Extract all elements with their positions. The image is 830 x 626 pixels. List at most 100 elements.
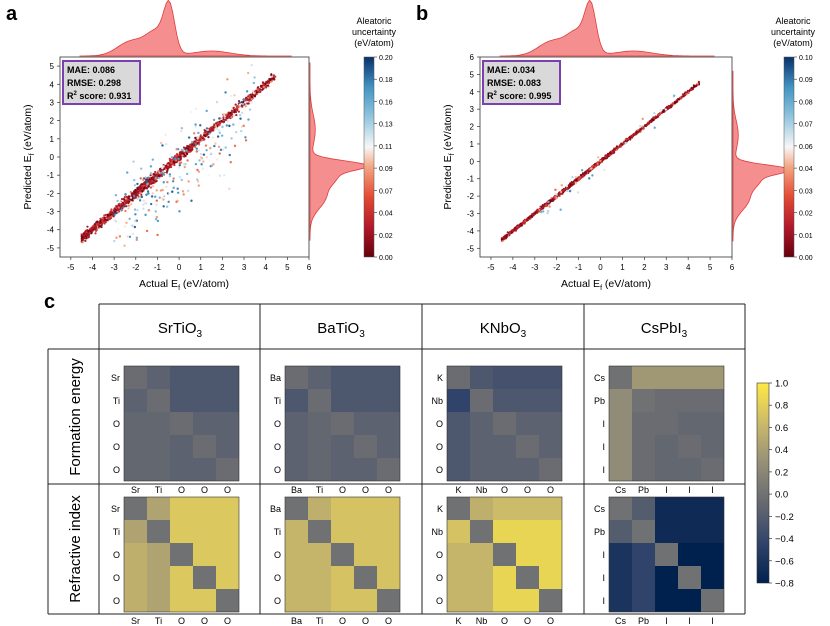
data-point bbox=[659, 111, 662, 115]
data-point bbox=[687, 91, 690, 94]
y-tick-label: 5 bbox=[470, 70, 475, 79]
data-point bbox=[501, 237, 504, 241]
heatmap-cell bbox=[632, 589, 655, 612]
heatmap-row-label: O bbox=[274, 419, 281, 429]
kde-curve-top bbox=[499, 0, 715, 57]
data-point bbox=[181, 152, 184, 155]
heatmap-cell bbox=[539, 543, 562, 566]
outlier-point bbox=[209, 152, 213, 155]
colorbar-tick-label: −0.6 bbox=[775, 556, 794, 567]
heatmap-row-label: I bbox=[602, 465, 605, 475]
outlier-point bbox=[131, 232, 135, 236]
data-point bbox=[97, 226, 100, 229]
heatmap-cell bbox=[216, 412, 239, 435]
heatmap-row-label: I bbox=[602, 419, 605, 429]
outlier-point bbox=[207, 159, 211, 162]
outlier-point bbox=[155, 189, 158, 192]
data-point bbox=[235, 106, 238, 109]
x-tick-label: 2 bbox=[220, 263, 225, 272]
colorbar-title-a-3: (eV/atom) bbox=[354, 38, 394, 48]
colorbar-tick-label: 0.20 bbox=[379, 55, 393, 62]
outlier-point bbox=[154, 195, 157, 198]
data-point bbox=[96, 220, 99, 223]
outlier-point bbox=[210, 164, 213, 168]
heatmap-row-label: O bbox=[113, 442, 120, 452]
x-tick-label: -1 bbox=[575, 263, 583, 272]
outlier-point bbox=[182, 193, 185, 196]
colorbar-tick-label: 1.0 bbox=[775, 379, 788, 390]
heatmap-row-label: O bbox=[436, 419, 443, 429]
outlier-point bbox=[159, 189, 163, 192]
outlier-point bbox=[155, 199, 158, 202]
heatmap-cell bbox=[678, 435, 701, 458]
x-axis-label-a: Actual Ef (eV/atom) bbox=[139, 278, 229, 292]
outlier-point bbox=[200, 163, 203, 166]
heatmap-cell bbox=[447, 389, 470, 412]
outlier-point bbox=[226, 78, 229, 81]
top-kde-a bbox=[79, 0, 292, 57]
heatmap-col-label: O bbox=[339, 616, 346, 626]
metrics-box-b: MAE: 0.034 RMSE: 0.083 R2 score: 0.995 bbox=[482, 60, 561, 105]
heatmap-cell bbox=[193, 566, 216, 589]
data-point bbox=[234, 103, 237, 106]
data-point bbox=[182, 153, 186, 156]
heatmap-cell bbox=[147, 589, 170, 612]
data-point bbox=[140, 185, 143, 188]
heatmap-cell bbox=[170, 543, 193, 566]
heatmap-cell bbox=[285, 366, 308, 389]
heatmap-cell bbox=[331, 543, 354, 566]
data-point bbox=[235, 113, 238, 117]
colorbar-tick-label: −0.4 bbox=[775, 534, 794, 545]
heatmap-col-label: I bbox=[688, 616, 691, 626]
heatmap-cell bbox=[124, 543, 147, 566]
data-point bbox=[91, 226, 94, 230]
data-point bbox=[595, 163, 598, 166]
data-point bbox=[570, 183, 573, 186]
heatmap-frame bbox=[284, 365, 401, 482]
outlier-point bbox=[556, 188, 559, 192]
data-point bbox=[212, 126, 215, 129]
y-tick-label: -3 bbox=[47, 208, 55, 217]
outlier-point bbox=[180, 178, 183, 182]
outlier-point bbox=[167, 200, 170, 204]
heatmap-cell bbox=[609, 435, 632, 458]
heatmap-cell bbox=[516, 543, 539, 566]
data-point bbox=[127, 196, 130, 199]
data-point bbox=[524, 219, 527, 223]
data-point bbox=[259, 84, 263, 87]
data-point bbox=[90, 232, 93, 235]
data-point bbox=[86, 225, 89, 228]
outlier-point bbox=[180, 127, 184, 130]
outlier-point bbox=[229, 160, 232, 164]
heatmap-cell bbox=[655, 389, 678, 412]
heatmap-row-label: I bbox=[602, 550, 605, 560]
heatmap-1-1: Ba Ba Ti Ti O O O O O O bbox=[270, 496, 401, 626]
heatmap-row-label: O bbox=[274, 442, 281, 452]
data-point bbox=[142, 184, 145, 187]
outlier-point bbox=[246, 71, 250, 75]
outlier-point bbox=[244, 105, 247, 108]
heatmap-cell bbox=[632, 435, 655, 458]
data-point bbox=[175, 154, 178, 157]
mae-text-a: MAE: 0.086 bbox=[67, 65, 115, 75]
heatmap-cell bbox=[470, 543, 493, 566]
heatmap-cell bbox=[493, 497, 516, 520]
heatmap-cell bbox=[193, 412, 216, 435]
kde-curve-top bbox=[79, 0, 292, 57]
colorbar-b: Aleatoric uncertainty (eV/atom) 0.00 0.01… bbox=[771, 16, 816, 262]
outlier-point bbox=[242, 124, 245, 128]
heatmap-col-label: I bbox=[665, 485, 668, 495]
data-point bbox=[113, 210, 116, 213]
colorbar-tick-label: −0.8 bbox=[775, 579, 794, 590]
data-point bbox=[615, 145, 618, 148]
heatmap-cell bbox=[124, 435, 147, 458]
colorbar-tick-label: 0.07 bbox=[799, 122, 813, 129]
outlier-point bbox=[156, 233, 159, 237]
data-point bbox=[98, 221, 101, 224]
data-point bbox=[103, 214, 106, 217]
outlier-point bbox=[119, 200, 122, 204]
data-point bbox=[140, 183, 143, 186]
heatmap-1-2: K K Nb Nb O O O O O O bbox=[431, 496, 563, 626]
outlier-point bbox=[211, 136, 215, 139]
outlier-point bbox=[124, 193, 127, 196]
